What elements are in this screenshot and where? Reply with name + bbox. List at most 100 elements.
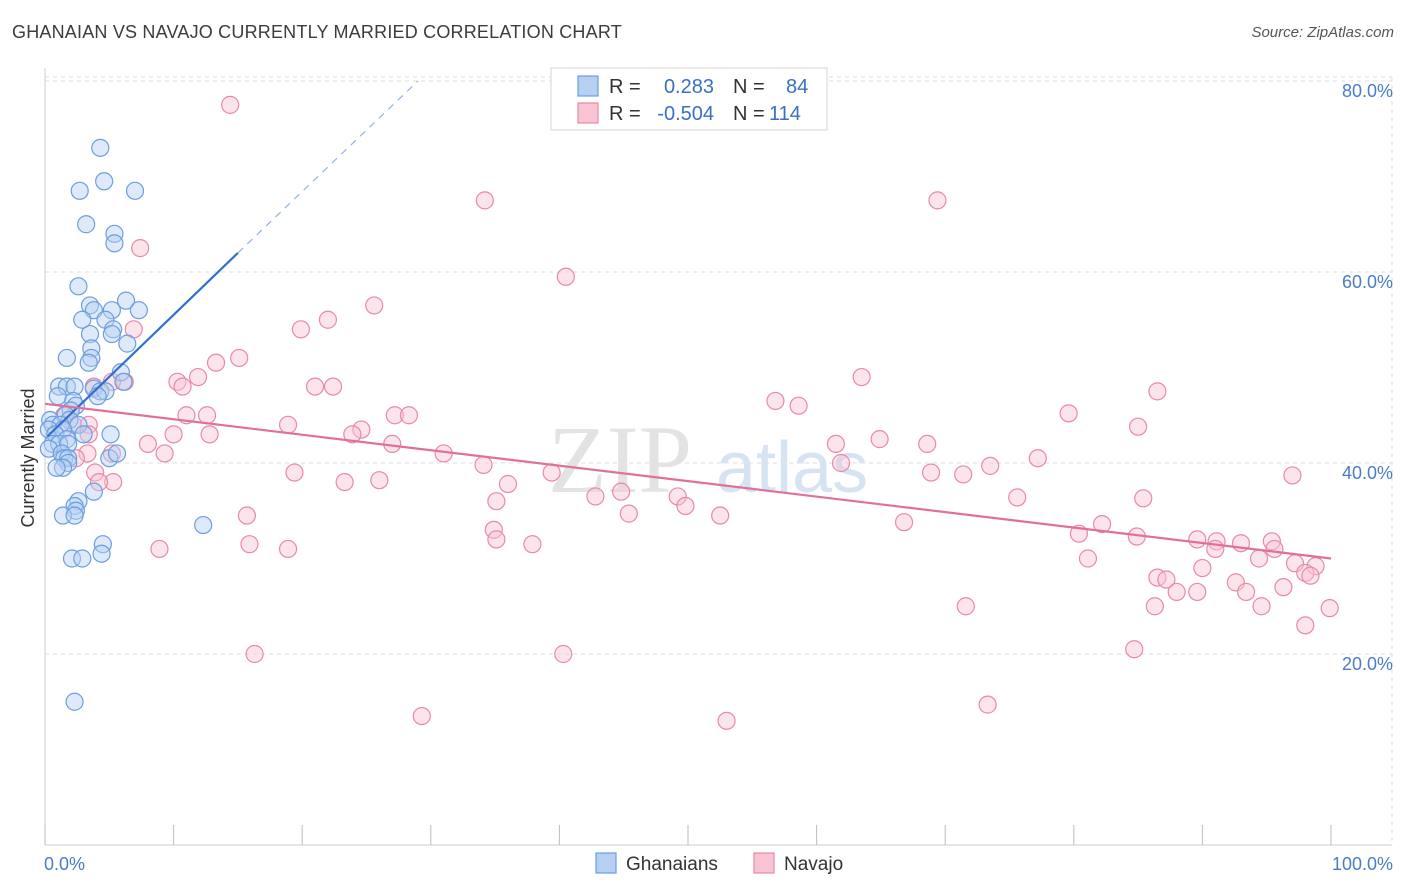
point-navajo-2 bbox=[928, 191, 947, 210]
point-navajo-22 bbox=[1148, 382, 1167, 401]
point-navajo-90 bbox=[1249, 549, 1269, 568]
point-navajo-5 bbox=[365, 296, 384, 315]
watermark-zip: ZIP bbox=[548, 406, 692, 513]
y-tick-label-2: 60.0% bbox=[1342, 272, 1393, 292]
bottom-legend-label-ghanaians: Ghanaians bbox=[626, 854, 718, 875]
point-navajo-80 bbox=[150, 539, 169, 559]
y-axis-label: Currently Married bbox=[18, 388, 38, 527]
trendline-navajo bbox=[44, 402, 1332, 560]
point-navajo-31 bbox=[79, 415, 98, 434]
stats-legend-r-label-navajo: R = bbox=[609, 103, 641, 125]
point-ghanaians-20 bbox=[82, 348, 101, 368]
y-tick-label-1: 40.0% bbox=[1342, 463, 1393, 483]
point-navajo-77 bbox=[523, 535, 542, 554]
point-ghanaians-67 bbox=[93, 535, 112, 554]
point-ghanaians-38 bbox=[60, 410, 79, 430]
point-navajo-54 bbox=[542, 463, 561, 482]
point-navajo-67 bbox=[487, 492, 506, 511]
bottom-legend-swatch-navajo bbox=[753, 852, 775, 874]
point-ghanaians-45 bbox=[74, 425, 93, 444]
point-navajo-110 bbox=[554, 644, 573, 664]
point-ghanaians-7 bbox=[69, 277, 88, 296]
point-navajo-43 bbox=[155, 444, 174, 463]
point-navajo-23 bbox=[1059, 404, 1078, 423]
point-ghanaians-68 bbox=[92, 544, 111, 563]
point-ghanaians-1 bbox=[95, 172, 114, 191]
point-navajo-70 bbox=[237, 506, 257, 525]
point-navajo-52 bbox=[86, 463, 105, 482]
point-ghanaians-17 bbox=[102, 324, 121, 344]
point-navajo-66 bbox=[586, 487, 605, 506]
point-ghanaians-66 bbox=[194, 515, 213, 535]
point-navajo-32 bbox=[352, 420, 371, 439]
grid-layer bbox=[45, 76, 1393, 845]
point-ghanaians-70 bbox=[73, 549, 92, 568]
point-navajo-6 bbox=[291, 320, 311, 339]
bottom-legend-swatch-ghanaians bbox=[595, 852, 617, 874]
point-ghanaians-0 bbox=[91, 138, 110, 157]
point-navajo-47 bbox=[1028, 449, 1047, 468]
point-navajo-4 bbox=[556, 267, 575, 286]
ticks-layer: 20.0% 40.0% 60.0% 80.0% 0.0% 100.0% bbox=[44, 81, 1393, 874]
point-navajo-108 bbox=[1125, 640, 1144, 659]
point-navajo-21 bbox=[852, 367, 871, 387]
point-navajo-30 bbox=[278, 415, 298, 434]
point-ghanaians-3 bbox=[125, 181, 145, 200]
point-navajo-78 bbox=[240, 535, 259, 554]
stats-legend-n-label-ghanaians: N = bbox=[733, 76, 765, 98]
point-ghanaians-2 bbox=[70, 181, 89, 200]
point-ghanaians-22 bbox=[79, 353, 98, 372]
point-navajo-19 bbox=[766, 391, 785, 411]
point-ghanaians-19 bbox=[82, 339, 101, 358]
point-ghanaians-58 bbox=[53, 458, 73, 477]
point-navajo-104 bbox=[1145, 597, 1164, 616]
point-navajo-64 bbox=[668, 487, 687, 506]
point-navajo-74 bbox=[1092, 515, 1112, 534]
y-tick-label-0: 20.0% bbox=[1342, 654, 1393, 674]
bottom-legend-label-navajo: Navajo bbox=[784, 854, 843, 875]
chart-title: GHANAIAN VS NAVAJO CURRENTLY MARRIED COR… bbox=[12, 22, 622, 42]
point-ghanaians-46 bbox=[101, 425, 120, 444]
point-ghanaians-18 bbox=[118, 334, 137, 353]
point-navajo-45 bbox=[78, 444, 97, 463]
point-ghanaians-6 bbox=[105, 234, 124, 253]
point-ghanaians-27 bbox=[65, 377, 84, 396]
point-navajo-57 bbox=[1283, 466, 1302, 485]
point-navajo-53 bbox=[285, 463, 304, 482]
x-tick-label-0: 0.0% bbox=[44, 854, 85, 874]
point-navajo-50 bbox=[474, 455, 493, 475]
point-navajo-25 bbox=[399, 406, 419, 425]
point-navajo-39 bbox=[870, 430, 889, 449]
point-navajo-9 bbox=[230, 348, 249, 368]
point-navajo-100 bbox=[1167, 582, 1186, 602]
stats-legend-n-value-navajo: 114 bbox=[769, 103, 801, 125]
point-navajo-16 bbox=[323, 377, 343, 396]
point-ghanaians-25 bbox=[50, 377, 69, 396]
point-navajo-93 bbox=[1193, 558, 1212, 578]
stats-legend-r-label-ghanaians: R = bbox=[609, 76, 641, 98]
point-navajo-33 bbox=[343, 425, 362, 444]
stats-legend-swatch-navajo bbox=[577, 102, 599, 124]
point-ghanaians-5 bbox=[105, 224, 124, 243]
point-navajo-106 bbox=[1320, 599, 1339, 618]
point-navajo-112 bbox=[412, 706, 431, 726]
point-navajo-65 bbox=[1008, 488, 1027, 507]
point-navajo-69 bbox=[1134, 489, 1153, 508]
point-navajo-0 bbox=[221, 95, 240, 114]
point-navajo-68 bbox=[676, 496, 695, 516]
point-ghanaians-24 bbox=[114, 372, 133, 391]
point-navajo-103 bbox=[956, 597, 975, 616]
point-navajo-72 bbox=[711, 506, 730, 525]
stats-legend-r-value-ghanaians: 0.283 bbox=[664, 76, 714, 98]
point-navajo-27 bbox=[197, 406, 217, 425]
point-ghanaians-50 bbox=[59, 434, 78, 453]
point-ghanaians-69 bbox=[62, 549, 82, 568]
point-navajo-46 bbox=[102, 444, 121, 463]
stats-legend-n-label-navajo: N = bbox=[733, 103, 765, 125]
point-navajo-76 bbox=[487, 530, 506, 549]
point-navajo-73 bbox=[894, 513, 914, 532]
point-navajo-40 bbox=[918, 434, 937, 453]
x-tick-label-1: 100.0% bbox=[1332, 854, 1393, 874]
point-ghanaians-13 bbox=[73, 310, 92, 329]
